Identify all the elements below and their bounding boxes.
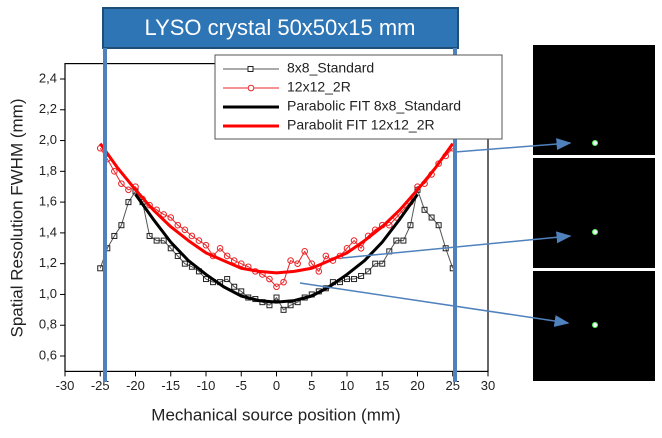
arrow: [300, 283, 568, 323]
x-tick-label: -5: [235, 378, 247, 393]
x-tick-label: 0: [273, 378, 280, 393]
chart-title: LYSO crystal 50x50x15 mm: [144, 15, 415, 40]
series-line: [136, 194, 418, 302]
series-line: [100, 144, 453, 273]
spot-image: [533, 158, 655, 268]
legend: 8x8_Standard 12x12_2R Parabolic FIT 8x8_St…: [215, 55, 502, 139]
y-tick-label: 1,8: [39, 163, 57, 178]
y-tick-label: 1,6: [39, 194, 57, 209]
x-tick-label: 5: [308, 378, 315, 393]
x-tick-label: 30: [481, 378, 495, 393]
y-tick-label: 1,4: [39, 224, 57, 239]
x-tick-label: 15: [375, 378, 389, 393]
x-tick-label: -20: [126, 378, 145, 393]
y-tick-label: 1,0: [39, 286, 57, 301]
x-tick-label: -15: [161, 378, 180, 393]
legend-label: 8x8_Standard: [287, 60, 374, 76]
chart: -30-25-20-15-10-50510152025300,60,81,01,…: [0, 0, 662, 438]
y-axis-label: Spatial Resolution FWHM (mm): [7, 99, 26, 338]
x-tick-label: -30: [56, 378, 75, 393]
x-tick-label: 25: [446, 378, 460, 393]
x-tick-label: -10: [197, 378, 216, 393]
y-tick-label: 2,4: [39, 70, 57, 85]
spot-image: [533, 45, 655, 155]
y-tick-label: 2,2: [39, 101, 57, 116]
legend-label: Parabolit FIT 12x12_2R: [287, 117, 435, 133]
x-axis-label: Mechanical source position (mm): [151, 405, 400, 424]
legend-marker: [248, 67, 253, 72]
y-tick-label: 1,2: [39, 255, 57, 270]
x-tick-label: 10: [340, 378, 354, 393]
y-tick-label: 2,0: [39, 132, 57, 147]
spot: [593, 230, 598, 235]
legend-label: Parabolic FIT 8x8_Standard: [287, 98, 461, 114]
legend-marker: [248, 85, 254, 91]
spot: [593, 141, 598, 146]
spot: [593, 323, 598, 328]
x-tick-label: 20: [410, 378, 424, 393]
legend-label: 12x12_2R: [287, 79, 351, 95]
y-tick-label: 0,6: [39, 347, 57, 362]
y-tick-label: 0,8: [39, 317, 57, 332]
